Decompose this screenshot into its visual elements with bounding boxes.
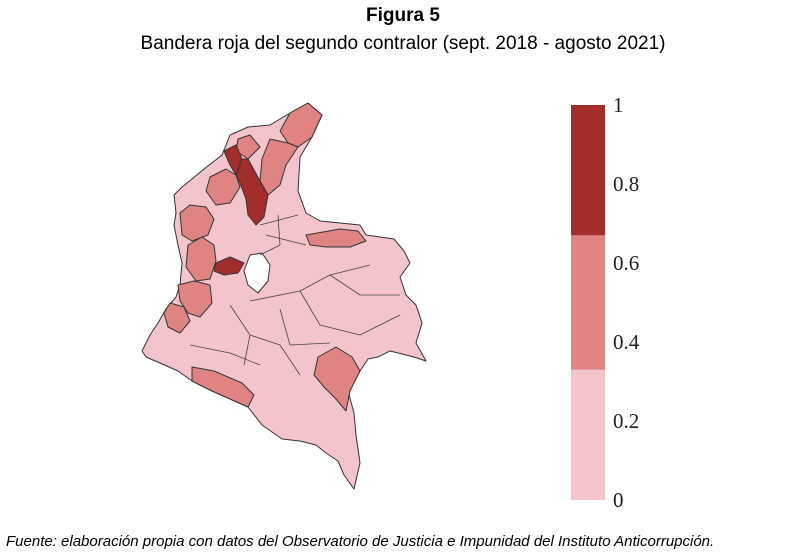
region-bolivar	[235, 158, 269, 226]
region-cordoba	[179, 204, 215, 242]
legend-tick-label: 0.2	[613, 409, 639, 433]
region-valle-del-cauca	[163, 302, 191, 334]
legend-tick-label: 0.6	[613, 251, 639, 275]
legend-bin-1	[571, 235, 605, 370]
region-no-data-hole	[243, 252, 271, 294]
legend-bin-2	[571, 105, 605, 236]
region-caldas	[213, 256, 245, 276]
region-guaviare	[313, 346, 361, 412]
region-antioquia	[185, 236, 217, 282]
source-note: Fuente: elaboración propia con datos del…	[6, 533, 715, 550]
region-choco	[177, 280, 213, 318]
legend-tick-label: 1	[613, 93, 624, 117]
legend-tick-label: 0	[613, 488, 624, 510]
legend-tick-label: 0.8	[613, 172, 639, 196]
legend-tick-label: 0.4	[613, 330, 640, 354]
legend-bin-0	[571, 369, 605, 500]
region-cesar	[259, 138, 299, 196]
region-la-guajira	[279, 102, 323, 148]
region-putumayo	[191, 366, 255, 408]
legend-color-scale: 1 0.8 0.6 0.4 0.2 0	[571, 93, 640, 510]
colombia-choropleth-map	[141, 102, 427, 490]
figure-label: Figura 5	[366, 5, 440, 26]
figure-title: Bandera roja del segundo contralor (sept…	[140, 33, 666, 54]
border-lines	[189, 214, 401, 376]
region-sucre	[205, 168, 241, 206]
region-arauca	[305, 228, 367, 248]
